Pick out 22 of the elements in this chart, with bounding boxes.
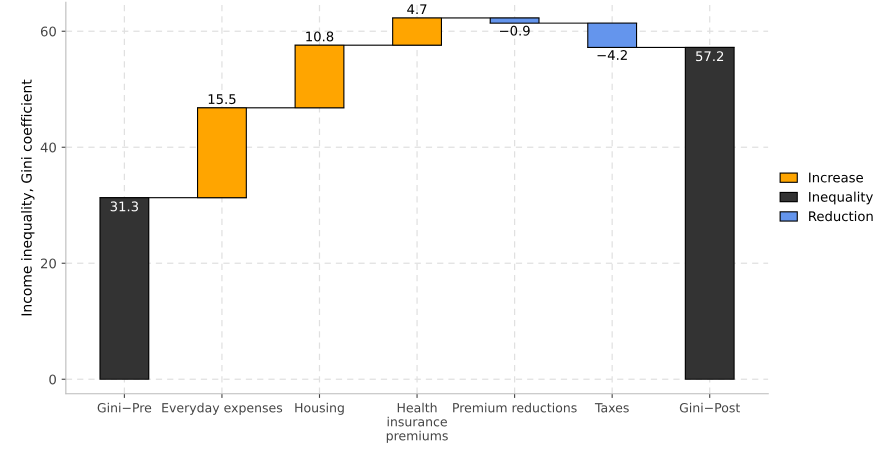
- y-tick-label: 40: [40, 142, 56, 152]
- legend-label: Inequality: [809, 192, 873, 204]
- data-label: −4.2: [598, 50, 627, 60]
- x-tick-label: Everyday expenses: [162, 402, 282, 415]
- x-tick-label: Premium reductions: [453, 402, 577, 412]
- x-tick-label: Gini−Post: [680, 402, 740, 412]
- data-label: 31.3: [110, 201, 138, 212]
- data-label: 4.7: [407, 4, 426, 14]
- data-label: 57.2: [696, 51, 724, 62]
- x-tick-label: Health insurance premiums: [386, 402, 448, 443]
- y-tick-label: 20: [41, 258, 56, 268]
- x-tick-label: Gini−Pre: [98, 402, 152, 412]
- legend-label: Reduction: [809, 210, 873, 222]
- data-label: 15.5: [208, 94, 236, 104]
- x-tick-label: Taxes: [594, 403, 629, 412]
- legend-label: Increase: [809, 172, 863, 182]
- x-tick-label: Housing: [295, 402, 344, 415]
- y-tick-label: 0: [49, 374, 56, 384]
- data-label: 10.8: [306, 31, 334, 42]
- data-label: −0.9: [500, 26, 530, 36]
- y-tick-label: 60: [40, 26, 56, 36]
- y-axis-title: Income inequality, Gini coefficient: [21, 80, 34, 316]
